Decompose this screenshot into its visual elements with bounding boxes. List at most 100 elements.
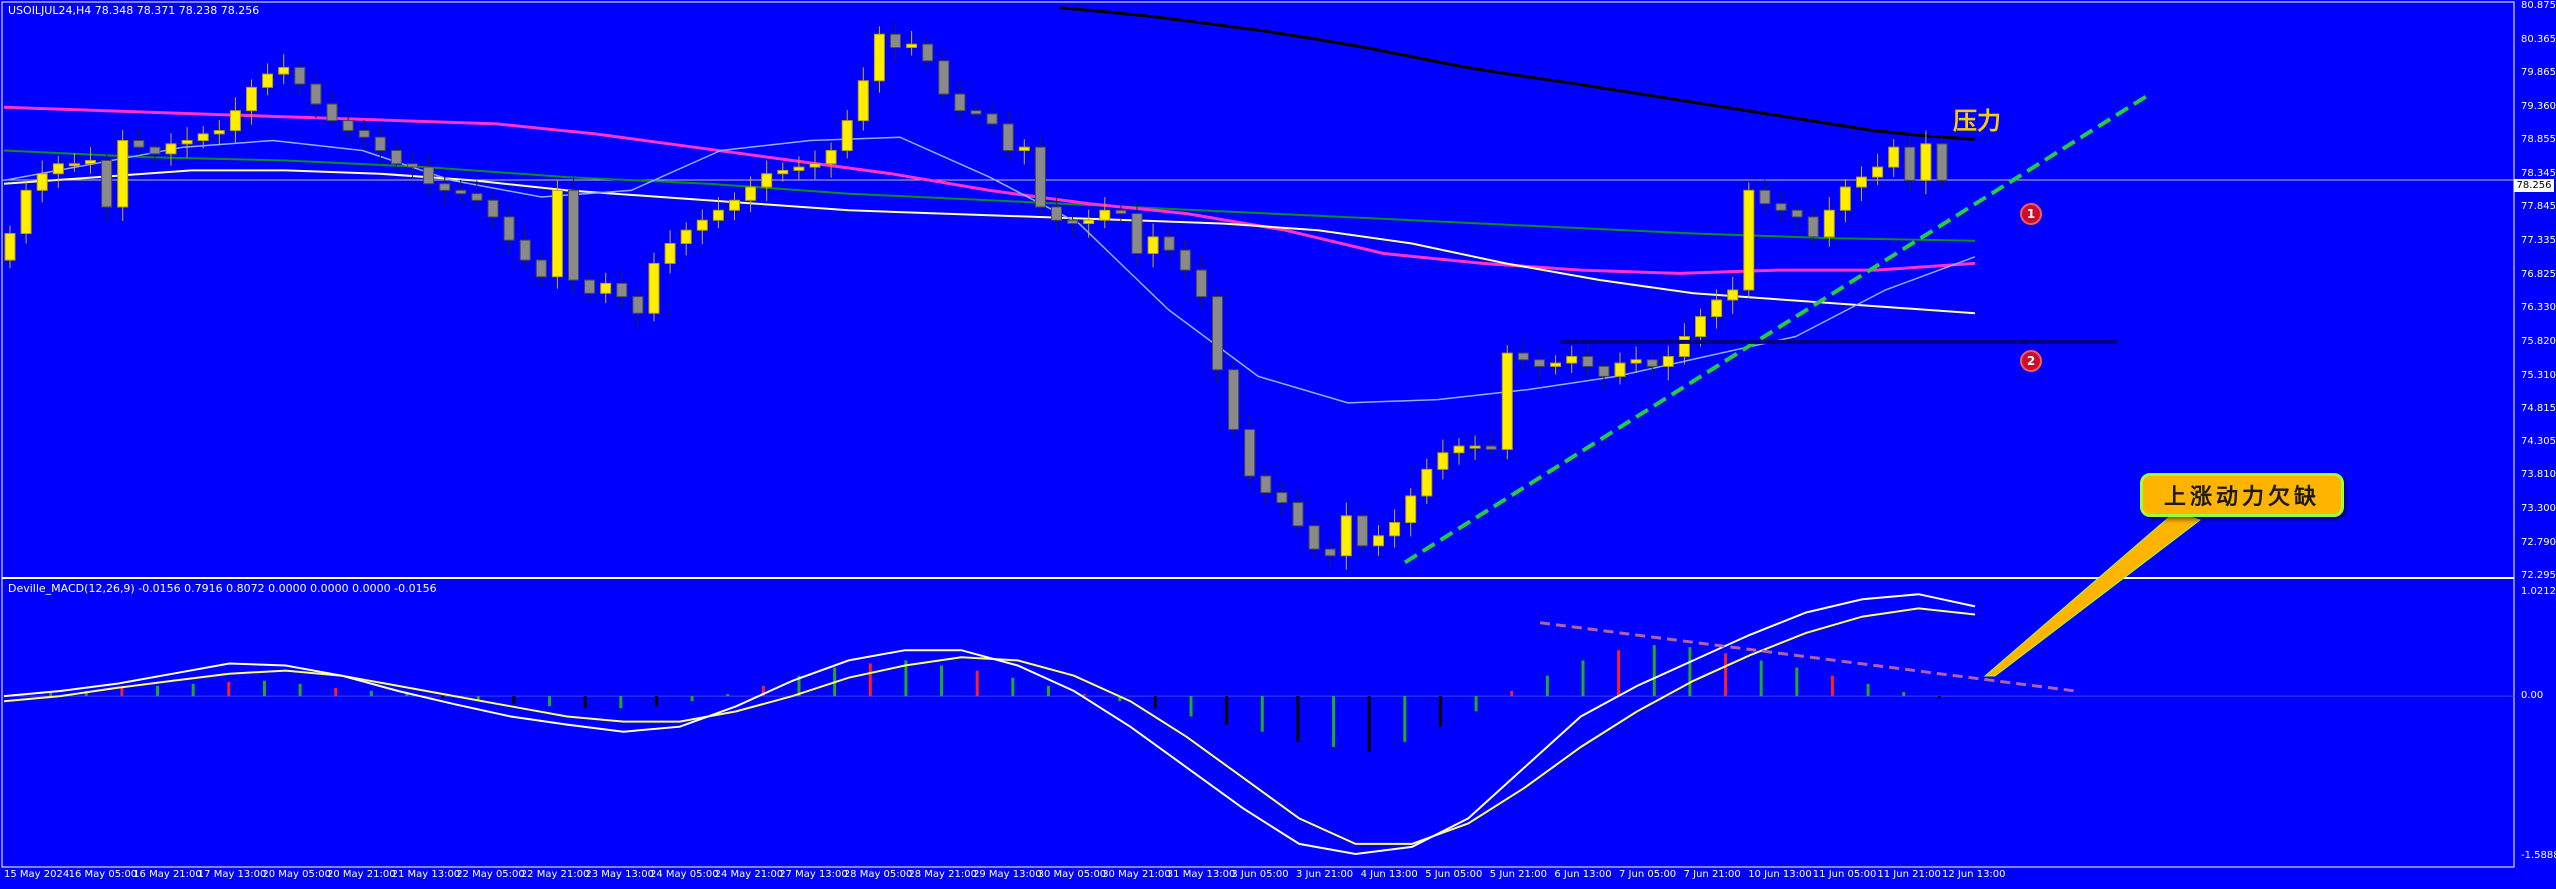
candle-bull — [1083, 219, 1095, 225]
price-tick-label: 80.875 — [2521, 0, 2556, 11]
candle-bull — [1501, 352, 1513, 450]
candlestick-series — [4, 23, 1948, 570]
price-tick-label: 80.365 — [2521, 33, 2556, 45]
candle-bear — [890, 33, 901, 49]
time-tick-label: 11 Jun 05:00 — [1812, 869, 1877, 880]
marker-2[interactable]: 2 — [2020, 350, 2042, 372]
candle-bear — [1807, 216, 1819, 238]
candle-bear — [1212, 296, 1223, 371]
candle-bull — [1888, 146, 1900, 168]
candle-bull — [181, 140, 193, 145]
candle-bear — [1195, 269, 1207, 298]
candle-bull — [1147, 236, 1159, 254]
candle-bull — [1550, 362, 1562, 367]
candle-bear — [954, 93, 966, 112]
candle-bear — [390, 149, 402, 165]
candle-bull — [68, 163, 80, 167]
time-tick-label: 30 May 05:00 — [1037, 869, 1107, 880]
candle-bear — [1034, 146, 1046, 208]
time-tick-label: 31 May 13:00 — [1166, 869, 1236, 880]
candle-bear — [535, 259, 547, 278]
time-tick-label: 20 May 21:00 — [327, 869, 396, 880]
candle-bull — [600, 282, 612, 294]
candle-bull — [1920, 143, 1932, 181]
candle-bear — [149, 146, 161, 155]
candle-bull — [841, 120, 853, 151]
candle-bear — [1759, 189, 1771, 205]
candle-bull — [664, 243, 676, 264]
callout-arrow — [1983, 511, 2202, 677]
candle-bull — [1662, 355, 1674, 367]
momentum-callout[interactable]: 上涨动力欠缺 — [2140, 473, 2344, 517]
time-tick-label: 3 Jun 21:00 — [1296, 869, 1354, 880]
time-tick-label: 17 May 13:00 — [197, 869, 267, 880]
candle-bull — [1018, 146, 1030, 151]
ma-line-ma-magenta — [3, 105, 1976, 275]
macd-signal-line — [3, 607, 1976, 845]
candle-bear — [1260, 475, 1272, 494]
price-tick-label: 78.855 — [2521, 134, 2556, 146]
price-tick-label: 77.845 — [2521, 201, 2556, 213]
callout-pointer — [1983, 511, 2202, 677]
candle-bull — [20, 189, 32, 235]
candle-bear — [342, 120, 354, 132]
candle-bull — [680, 229, 692, 245]
candle-bear — [1791, 209, 1803, 218]
candle-bear — [1775, 203, 1787, 211]
time-tick-label: 15 May 2024 — [4, 869, 70, 880]
time-tick-label: 30 May 21:00 — [1102, 869, 1171, 880]
candle-bear — [1308, 525, 1320, 550]
candle-bull — [1437, 452, 1449, 470]
divergence-line — [1539, 621, 2076, 693]
candle-bear — [1179, 249, 1191, 271]
candle-bull — [165, 143, 177, 155]
candle-bear — [584, 279, 596, 294]
ma-line-ma-green — [3, 149, 1976, 242]
candle-bull — [229, 110, 241, 132]
candle-bear — [358, 130, 370, 138]
time-tick-label: 29 May 13:00 — [973, 869, 1042, 880]
candle-bear — [568, 189, 579, 281]
candle-bull — [873, 33, 885, 82]
candle-bear — [294, 66, 306, 85]
time-tick-label: 28 May 05:00 — [843, 869, 913, 880]
time-tick-label: 21 May 13:00 — [391, 869, 461, 880]
candle-bear — [970, 110, 982, 115]
candle-bull — [1856, 176, 1867, 188]
time-tick-label: 7 Jun 05:00 — [1619, 869, 1677, 880]
candle-bull — [906, 43, 918, 49]
time-tick-label: 20 May 05:00 — [262, 869, 331, 880]
candle-bull — [1469, 445, 1481, 449]
marker-1[interactable]: 1 — [2020, 203, 2042, 225]
price-tick-label: 76.825 — [2521, 269, 2556, 281]
price-tick-label: 78.345 — [2521, 168, 2556, 180]
price-tick-label: 75.310 — [2521, 369, 2556, 381]
candle-bull — [1373, 535, 1384, 547]
ma-line-ma-lightblue — [3, 136, 1976, 404]
candle-bull — [857, 80, 869, 122]
ma-line-ma-black — [1059, 6, 1976, 141]
candle-bear — [1115, 209, 1127, 215]
time-tick-label: 5 Jun 05:00 — [1425, 869, 1483, 880]
price-tick-label: 74.815 — [2521, 402, 2556, 414]
price-tick-label: 75.820 — [2521, 335, 2556, 347]
price-tick-label: 79.865 — [2521, 67, 2556, 79]
candle-bear — [1244, 429, 1256, 477]
candle-bull — [648, 262, 660, 314]
candle-bull — [85, 159, 96, 165]
candle-bear — [1646, 359, 1658, 367]
candle-bear — [439, 183, 451, 191]
candle-bull — [213, 130, 225, 135]
candle-bull — [278, 66, 290, 75]
candle-bear — [1936, 143, 1948, 181]
candle-bear — [1534, 359, 1545, 367]
candle-bear — [101, 159, 113, 208]
candle-bear — [1228, 369, 1240, 431]
pressure-label: 压力 — [1953, 107, 2001, 135]
candle-bull — [1389, 522, 1401, 537]
candle-bear — [632, 296, 644, 314]
time-tick-label: 12 Jun 13:00 — [1942, 869, 2006, 880]
candle-bear — [1163, 236, 1175, 251]
